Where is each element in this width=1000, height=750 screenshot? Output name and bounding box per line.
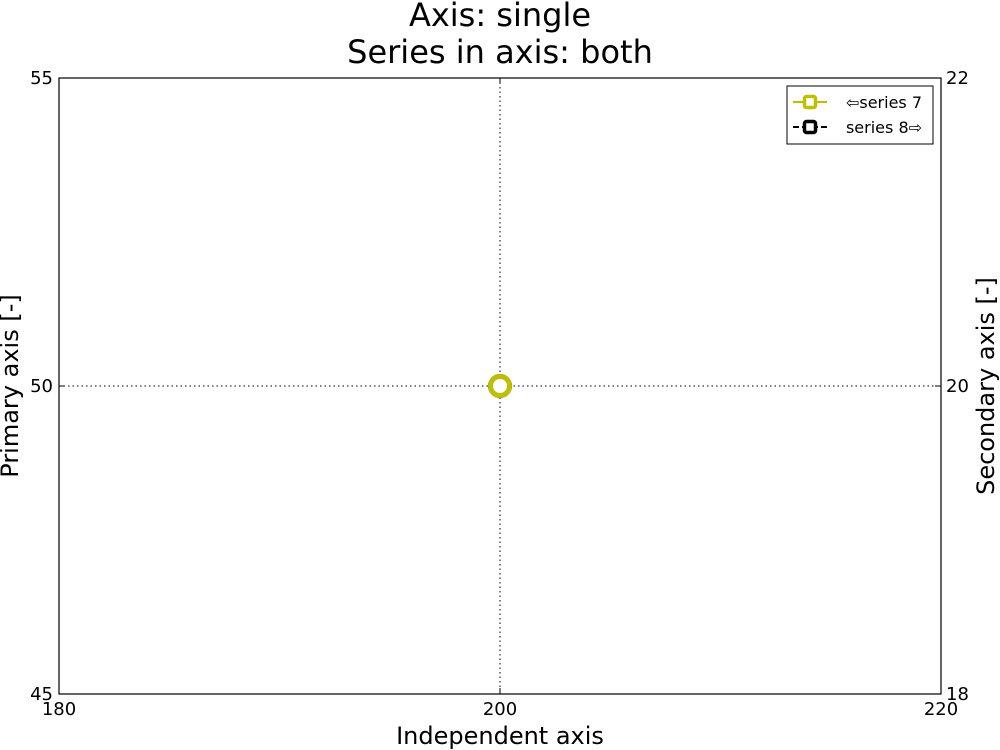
y-axis-secondary-label: Secondary axis [-]: [972, 277, 1000, 495]
legend-entry: ⇦series 7: [793, 93, 922, 112]
legend-marker: [802, 94, 818, 110]
data-point: [488, 374, 512, 398]
legend-marker: [802, 119, 818, 135]
x-axis-label: Independent axis: [396, 722, 604, 750]
y-primary-tick-label: 55: [30, 68, 53, 89]
y-secondary-tick-label: 20: [946, 376, 969, 397]
legend-entry: series 8⇨: [793, 118, 922, 137]
x-tick-label: 220: [924, 699, 958, 720]
legend-label: series 8⇨: [846, 118, 922, 137]
x-tick-label: 180: [42, 699, 76, 720]
y-primary-tick-label: 50: [30, 376, 53, 397]
series-primary: [488, 374, 512, 398]
x-tick-label: 200: [483, 699, 517, 720]
chart-title-line-1: Axis: single: [409, 0, 591, 34]
y-secondary-tick-label: 18: [946, 684, 969, 705]
data-series: [488, 374, 512, 398]
y-axis-primary-label: Primary axis [-]: [0, 294, 24, 477]
legend: ⇦series 7 series 8⇨: [786, 85, 934, 145]
y-secondary-tick-label: 22: [946, 68, 969, 89]
tick-labels: 180 200 220 45 50 55 18 20 22: [30, 68, 969, 720]
axis-ticks: [58, 77, 942, 695]
y-primary-tick-label: 45: [30, 684, 53, 705]
legend-label: ⇦series 7: [846, 93, 922, 112]
chart-title-line-2: Series in axis: both: [347, 33, 653, 71]
